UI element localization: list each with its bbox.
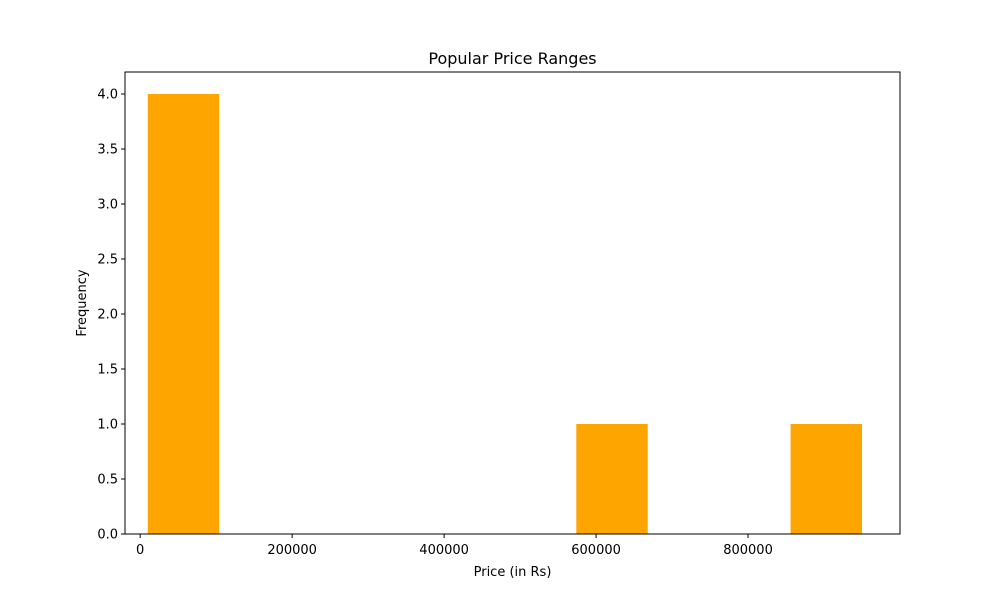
y-axis-ticks: 0.0 0.5 1.0 1.5 2.0 2.5 3.0 3.5 4.0	[97, 88, 125, 543]
histogram-bar-2	[790, 424, 863, 534]
chart-title: Popular Price Ranges	[428, 49, 596, 68]
x-axis-ticks: 0 200000 400000 600000 800000	[136, 534, 773, 558]
y-tick-label: 2.0	[97, 308, 118, 323]
histogram-bar-0	[147, 94, 220, 534]
bars-layer	[147, 94, 863, 534]
x-tick-label: 200000	[267, 543, 317, 558]
x-tick-label: 800000	[723, 543, 773, 558]
y-tick-label: 1.0	[97, 418, 118, 433]
y-axis-label: Frequency	[75, 269, 90, 336]
x-tick-label: 600000	[571, 543, 621, 558]
y-tick-label: 3.0	[97, 198, 118, 213]
y-tick-label: 3.5	[97, 143, 118, 158]
plot-frame	[124, 71, 901, 535]
y-tick-label: 0.5	[97, 473, 118, 488]
x-tick-label: 0	[136, 543, 144, 558]
x-axis-label: Price (in Rs)	[474, 565, 552, 580]
x-tick-label: 400000	[419, 543, 469, 558]
y-tick-label: 0.0	[97, 528, 118, 543]
y-tick-label: 1.5	[97, 363, 118, 378]
histogram-bar-1	[576, 424, 648, 534]
y-tick-label: 2.5	[97, 253, 118, 268]
y-tick-label: 4.0	[97, 88, 118, 103]
